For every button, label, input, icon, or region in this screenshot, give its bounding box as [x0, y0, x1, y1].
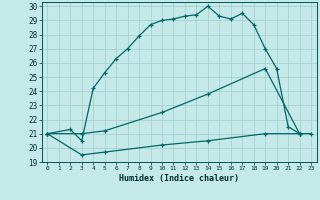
X-axis label: Humidex (Indice chaleur): Humidex (Indice chaleur): [119, 174, 239, 183]
